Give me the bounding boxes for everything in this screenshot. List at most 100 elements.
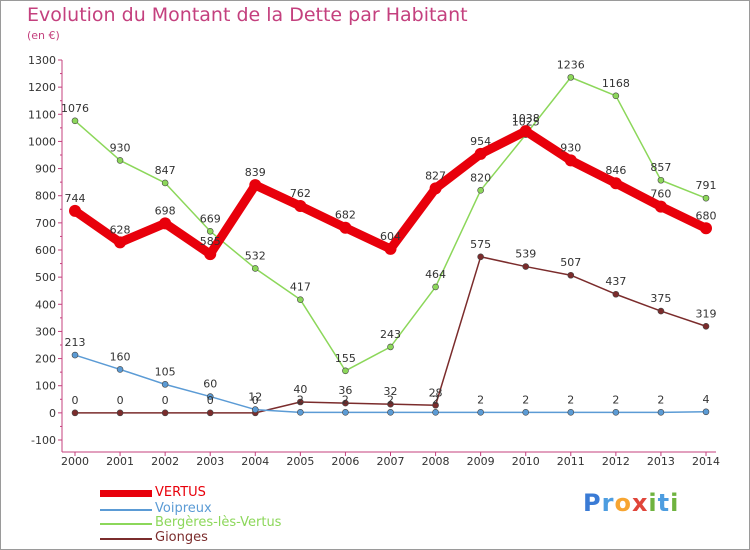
data-label: 604 <box>380 230 401 243</box>
data-label: 575 <box>470 238 491 251</box>
data-point <box>522 409 530 416</box>
data-label: 32 <box>384 385 398 398</box>
data-label: 0 <box>252 394 259 407</box>
x-tick-label: 2013 <box>647 455 675 468</box>
y-tick-label: 500 <box>35 271 56 284</box>
data-label: 847 <box>155 164 176 177</box>
data-label: 2 <box>657 393 664 406</box>
data-label: 2 <box>477 393 484 406</box>
data-label: 628 <box>110 223 131 236</box>
logo-letter: o <box>614 489 632 517</box>
y-tick-label: 1200 <box>28 81 56 94</box>
data-point <box>702 194 710 202</box>
logo-letter: i <box>648 489 658 517</box>
chart-subtitle: (en €) <box>27 29 60 42</box>
data-point <box>206 227 214 235</box>
data-point <box>567 74 575 81</box>
data-label: 1168 <box>602 77 630 90</box>
data-point <box>297 409 304 416</box>
data-label: 243 <box>380 328 401 341</box>
data-label: 846 <box>605 164 626 177</box>
data-label: 954 <box>470 135 491 148</box>
logo-letter: P <box>583 489 602 517</box>
y-tick-label: 900 <box>35 163 56 176</box>
data-label: 669 <box>200 212 221 225</box>
data-label: 2 <box>387 393 394 406</box>
data-label: 1038 <box>512 112 540 125</box>
y-tick-label: 1300 <box>28 54 56 67</box>
x-tick-label: 2012 <box>602 455 630 468</box>
data-label: 2 <box>297 393 304 406</box>
data-label: 28 <box>429 386 443 399</box>
data-label: 2 <box>432 393 439 406</box>
chart-title: Evolution du Montant de la Dette par Hab… <box>27 4 468 26</box>
x-tick-label: 2010 <box>512 455 540 468</box>
y-tick-label: 400 <box>35 298 56 311</box>
data-point <box>567 271 575 279</box>
data-point <box>564 154 577 167</box>
data-point <box>251 406 259 413</box>
legend-label-gionges: Gionges <box>155 530 208 545</box>
data-point <box>206 393 214 400</box>
data-point <box>657 176 665 184</box>
data-point <box>249 179 262 192</box>
x-tick-label: 2014 <box>692 455 720 468</box>
data-label: 930 <box>110 141 131 154</box>
x-tick-label: 2004 <box>241 455 269 468</box>
data-label: 820 <box>470 171 491 184</box>
data-label: 0 <box>117 394 124 407</box>
data-label: 40 <box>293 383 307 396</box>
data-label: 1236 <box>557 58 585 71</box>
data-label: 744 <box>65 192 86 205</box>
data-label: 930 <box>560 141 581 154</box>
logo-letter: i <box>670 489 680 517</box>
data-point <box>567 409 575 416</box>
data-label: 2 <box>342 393 349 406</box>
logo-letter: x <box>631 489 649 517</box>
y-tick-label: -100 <box>31 434 56 447</box>
data-point <box>294 200 307 213</box>
data-point <box>116 157 124 164</box>
data-label: 698 <box>155 204 176 217</box>
data-label: 36 <box>338 384 352 397</box>
data-label: 0 <box>162 394 169 407</box>
data-point <box>297 296 304 303</box>
x-tick-label: 2006 <box>331 455 359 468</box>
y-tick-label: 1000 <box>28 135 56 148</box>
data-label: 0 <box>207 394 214 407</box>
data-point <box>206 409 214 417</box>
data-point <box>116 409 124 417</box>
legend-label-vertus: VERTUS <box>155 485 206 500</box>
data-point <box>522 263 530 270</box>
x-tick-label: 2011 <box>557 455 585 468</box>
data-point <box>519 125 532 138</box>
data-point <box>477 253 484 261</box>
data-label: 585 <box>200 235 221 248</box>
data-label: 60 <box>203 378 217 391</box>
data-point <box>432 401 439 409</box>
x-tick-label: 2005 <box>286 455 314 468</box>
legend-swatch-gionges <box>100 538 152 540</box>
data-label: 762 <box>290 187 311 200</box>
data-point <box>612 92 620 100</box>
data-point <box>297 398 304 406</box>
data-point <box>339 221 352 234</box>
data-label: 532 <box>245 249 266 262</box>
legend-swatch-voipreux <box>100 509 152 511</box>
data-label: 155 <box>335 352 356 365</box>
data-label: 1076 <box>61 102 89 115</box>
data-point <box>159 217 172 230</box>
data-point <box>657 307 665 315</box>
data-point <box>161 179 169 187</box>
y-tick-label: 1100 <box>28 108 56 121</box>
data-label: 839 <box>245 166 266 179</box>
x-tick-label: 2003 <box>196 455 224 468</box>
data-point <box>657 409 665 416</box>
data-point <box>342 399 349 407</box>
data-label: 105 <box>155 365 176 378</box>
data-point <box>161 381 169 388</box>
y-tick-label: 200 <box>35 353 56 366</box>
y-tick-label: 0 <box>49 407 56 420</box>
data-label: 539 <box>515 248 536 261</box>
x-tick-label: 2007 <box>377 455 405 468</box>
